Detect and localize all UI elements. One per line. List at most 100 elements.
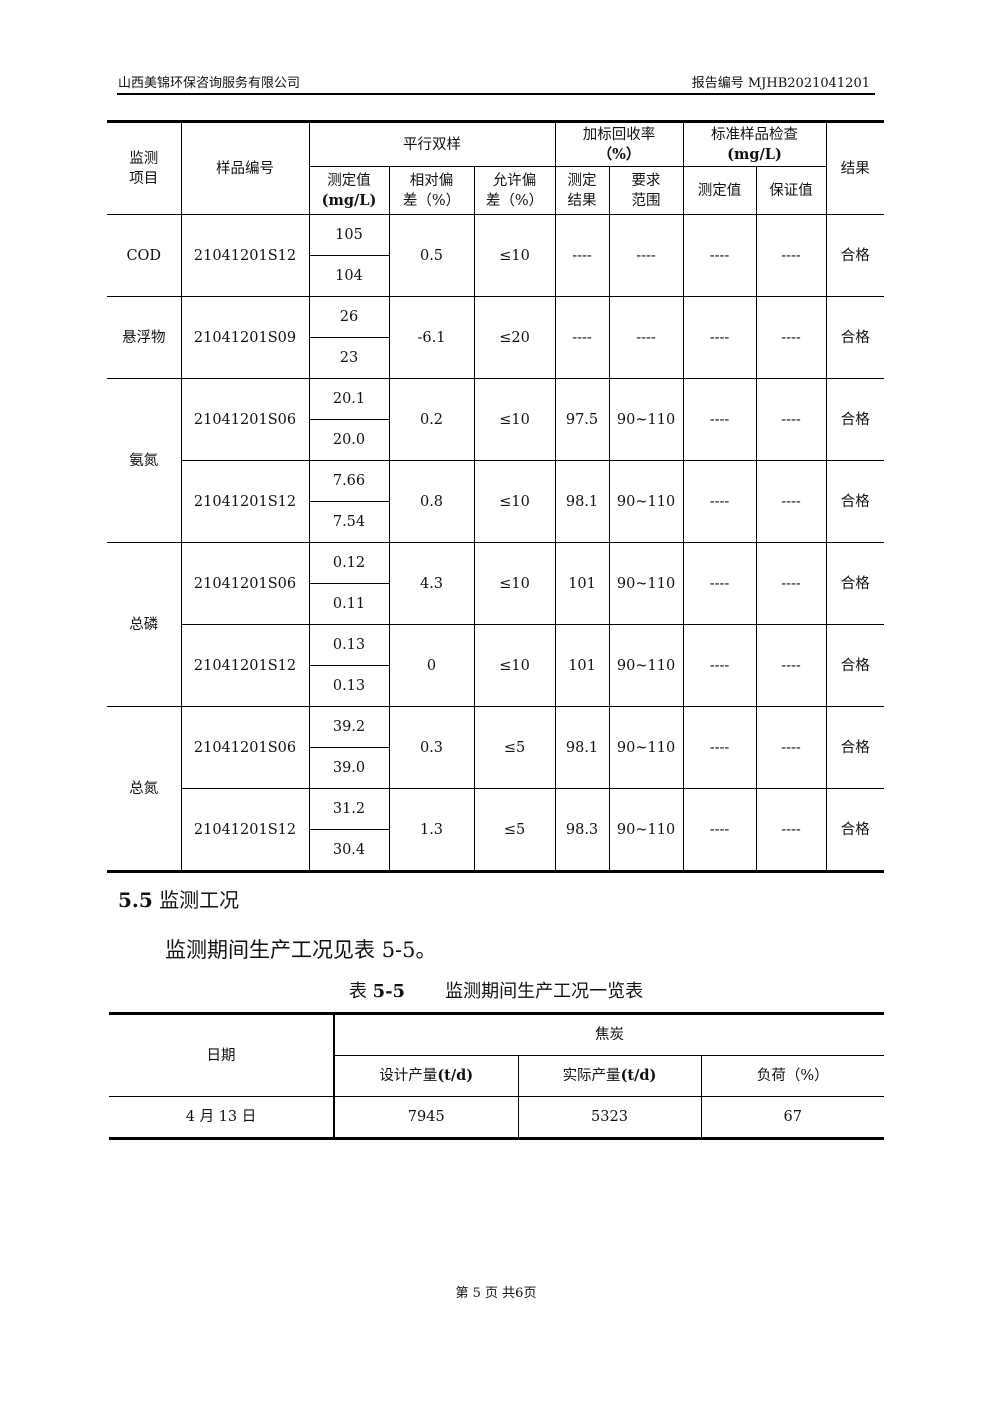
header-sample: 样品编号: [180, 121, 310, 215]
table-caption: 表 5-5 监测期间生产工况一览表: [348, 981, 644, 1002]
cell-rel-dev: 0: [388, 624, 475, 707]
cell-rel-dev: 0.8: [388, 460, 475, 543]
cell-rel-dev: 0.2: [388, 378, 475, 461]
cell-measured: 0.12: [308, 542, 390, 584]
cell-rec-range: 90~110: [608, 378, 684, 461]
report-number-label: 报告编号: [691, 76, 744, 91]
table-row: 20.0: [107, 419, 884, 461]
cell-measured: 31.2: [308, 788, 390, 830]
header-coke: 焦炭: [333, 1013, 884, 1056]
table-row: 总氮 21041201S06 39.2 0.3 ≤5 98.1 90~110 ---- ----…: [107, 706, 885, 872]
page-footer: 第 5 页 共6页: [455, 1286, 537, 1301]
cell-sample: 21041201S06: [180, 706, 310, 789]
cell-rec-result: 101: [554, 624, 610, 707]
section-heading: 5.5 监测工况: [118, 888, 240, 912]
cell-rec-range: 90~110: [608, 624, 684, 707]
cell-result: 合格: [825, 706, 885, 789]
cell-measured: 20.1: [308, 378, 390, 420]
cell-std-guarantee: ----: [755, 214, 827, 297]
cell-item: 总磷: [107, 542, 182, 707]
cell-rec-result: ----: [554, 296, 610, 379]
table-row: 23: [107, 337, 884, 379]
header-design: 设计产量(t/d): [333, 1055, 519, 1097]
cell-item: 氨氮: [107, 378, 182, 543]
cell-measured: 0.13: [309, 665, 390, 707]
cell-std-guarantee: ----: [755, 706, 827, 789]
cell-allow-dev: ≤10: [473, 542, 556, 625]
cell-allow-dev: ≤20: [473, 296, 556, 379]
header-rule: [117, 93, 875, 95]
table-row: 悬浮物 21041201S09 26 -6.1 ≤20 ---- ---- ---- ---- 合…: [107, 296, 885, 379]
cell-sample: 21041201S12: [180, 214, 310, 297]
cell-sample: 21041201S06: [180, 542, 310, 625]
table-row: 21041201S12 31.2 1.3 ≤5 98.3 90~110 ---- ---- 合格: [107, 788, 885, 872]
report-number: 报告编号 MJHB2021041201: [692, 72, 870, 91]
cell-measured: 30.4: [309, 829, 390, 872]
qc-table: 监测项目 样品编号 平行双样 加标回收率 （%） 标准样品检查 (mg/L) 结果 …: [107, 120, 885, 873]
header-load: 负荷（%）: [700, 1055, 884, 1097]
header-std-measured: 测定值: [682, 166, 757, 215]
cell-measured: 104: [309, 255, 390, 297]
cell-date: 4 月 13 日: [109, 1096, 335, 1139]
cell-std-measured: ----: [682, 788, 757, 872]
cell-item: 总氮: [107, 706, 182, 872]
header-item: 监测项目: [107, 121, 182, 215]
header-standard: 标准样品检查 (mg/L): [682, 121, 827, 167]
cell-measured: 26: [308, 296, 390, 338]
cell-result: 合格: [825, 214, 885, 297]
cell-rec-result: 98.1: [554, 460, 610, 543]
cell-allow-dev: ≤10: [473, 378, 556, 461]
table-row: 30.4: [107, 829, 884, 872]
cell-sample: 21041201S12: [181, 460, 310, 543]
cell-rec-range: 90~110: [608, 460, 684, 543]
header-actual: 实际产量(t/d): [517, 1055, 702, 1097]
cell-rel-dev: 4.3: [388, 542, 475, 625]
cell-std-measured: ----: [682, 624, 757, 707]
cell-rec-result: 97.5: [554, 378, 610, 461]
cell-rec-result: ----: [554, 214, 610, 297]
cell-measured: 39.0: [309, 747, 390, 789]
header-rel-dev: 相对偏 差（%）: [388, 166, 475, 215]
cell-sample: 21041201S12: [181, 624, 310, 707]
cell-allow-dev: ≤10: [473, 460, 556, 543]
cell-result: 合格: [825, 378, 885, 461]
table-row: 39.0: [107, 747, 884, 789]
cell-std-guarantee: ----: [755, 296, 827, 379]
cell-measured: 39.2: [308, 706, 390, 748]
cell-rec-result: 101: [554, 542, 610, 625]
cell-std-guarantee: ----: [755, 542, 827, 625]
report-number-value: MJHB2021041201: [747, 76, 870, 91]
production-table: 日期 焦炭 设计产量(t/d) 实际产量(t/d) 负荷（%） 4 月 13 日…: [109, 1012, 884, 1140]
cell-measured: 7.66: [308, 460, 390, 502]
header-rec-result: 测定 结果: [554, 166, 610, 215]
cell-std-measured: ----: [682, 378, 757, 461]
cell-actual: 5323: [517, 1096, 702, 1139]
cell-item: COD: [107, 214, 182, 297]
header-date: 日期: [109, 1013, 335, 1097]
table-row: COD 21041201S12 105 0.5 ≤10 ---- ---- ---- ---- 合…: [107, 214, 885, 297]
header-allow-dev: 允许偏 差（%）: [473, 166, 556, 215]
cell-sample: 21041201S06: [180, 378, 310, 461]
cell-load: 67: [700, 1096, 884, 1139]
cell-rec-range: 90~110: [608, 706, 684, 789]
header-measured: 测定值 (mg/L): [309, 166, 390, 215]
cell-allow-dev: ≤10: [473, 624, 556, 707]
cell-measured: 23: [309, 337, 390, 379]
table-row: 21041201S12 0.13 0 ≤10 101 90~110 ---- ---- 合格: [107, 624, 885, 707]
cell-result: 合格: [825, 460, 885, 543]
header-std-guarantee: 保证值: [755, 166, 827, 215]
cell-rel-dev: 0.3: [388, 706, 475, 789]
table-row: 0.13: [107, 665, 884, 707]
cell-result: 合格: [825, 542, 885, 625]
cell-rec-range: 90~110: [608, 542, 684, 625]
cell-sample: 21041201S12: [181, 788, 310, 872]
cell-design: 7945: [333, 1096, 519, 1139]
header-result: 结果: [825, 121, 885, 215]
cell-measured: 20.0: [309, 419, 390, 461]
table-row: 总磷 21041201S06 0.12 4.3 ≤10 101 90~110 ---- ----…: [107, 542, 885, 707]
cell-std-guarantee: ----: [755, 788, 827, 872]
cell-std-measured: ----: [682, 460, 757, 543]
cell-std-measured: ----: [682, 542, 757, 625]
table-row: 21041201S12 7.66 0.8 ≤10 98.1 90~110 ---- ---- 合…: [107, 460, 885, 543]
